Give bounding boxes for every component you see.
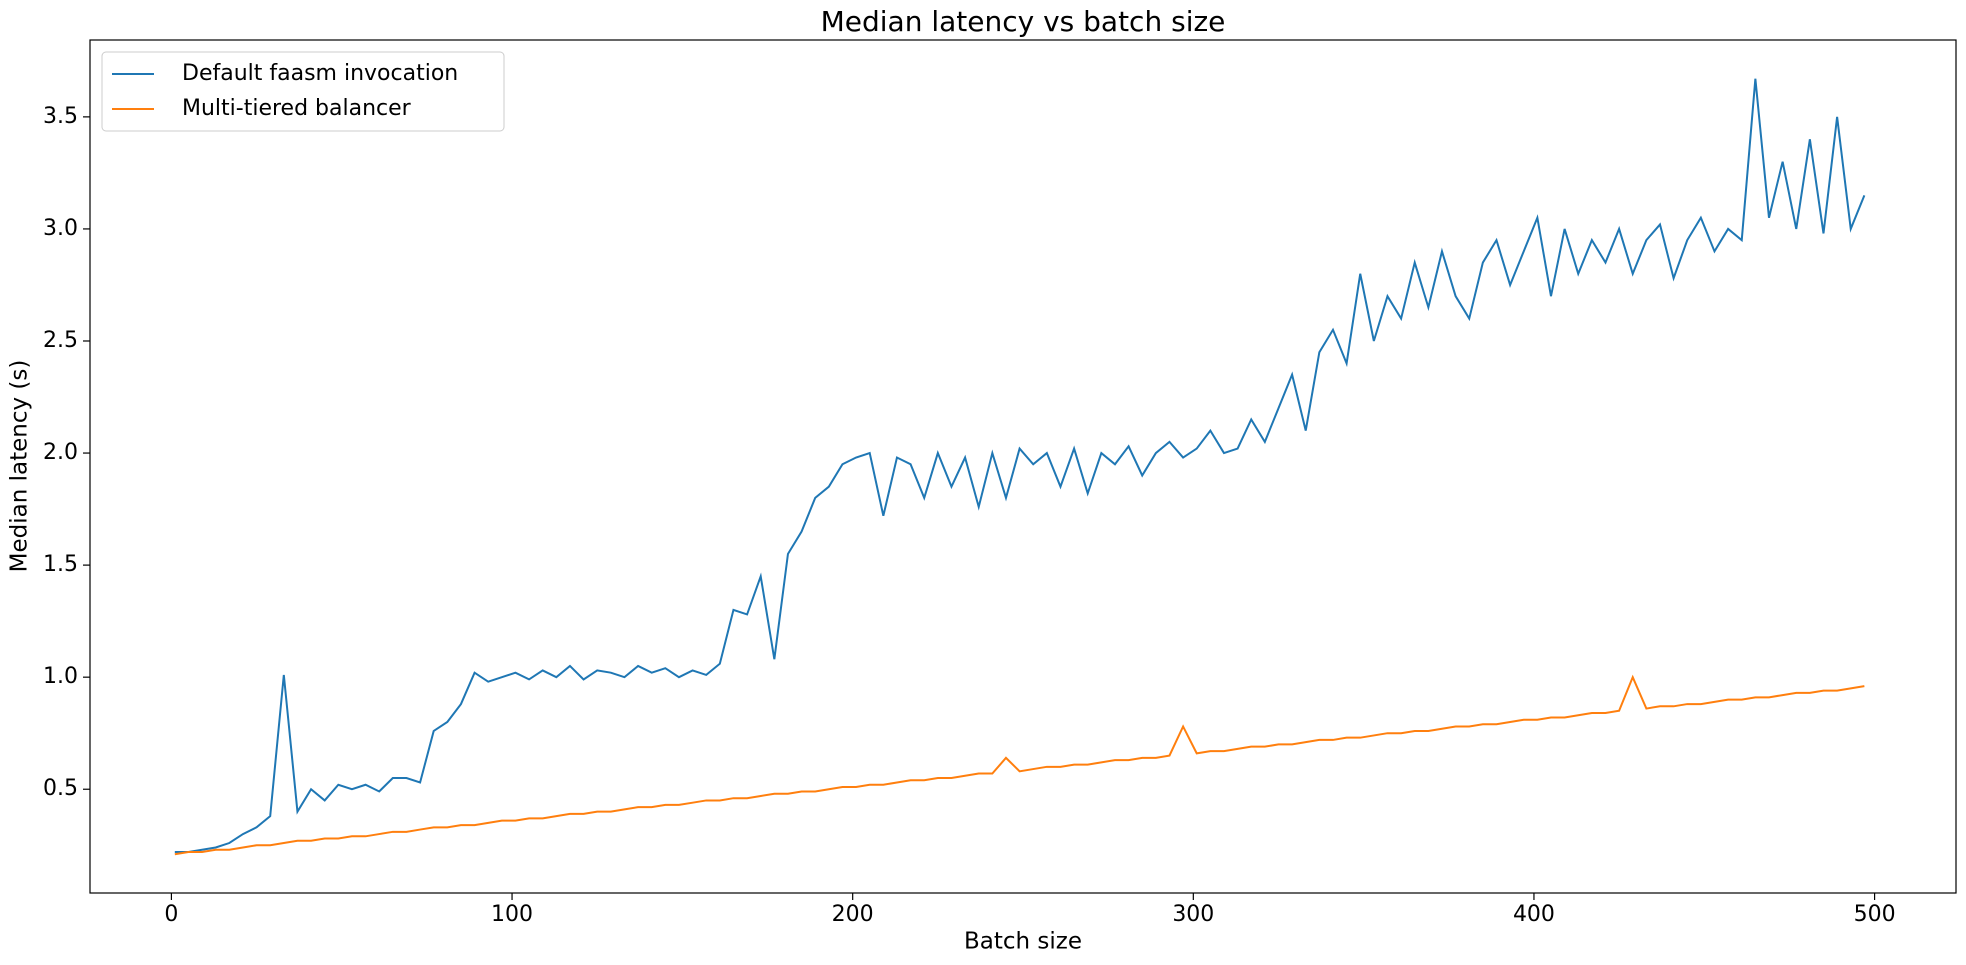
x-tick-label: 100 xyxy=(491,902,533,927)
x-tick-label: 200 xyxy=(832,902,874,927)
y-tick-label: 0.5 xyxy=(43,776,78,801)
data-line xyxy=(174,674,1865,856)
y-tick-label: 2.5 xyxy=(43,328,78,353)
x-axis-label: Batch size xyxy=(964,929,1082,955)
y-axis-label: Median latency (s) xyxy=(7,360,33,573)
y-tick-label: 3.0 xyxy=(43,216,78,241)
legend-label: Default faasm invocation xyxy=(182,61,458,86)
plot-frame xyxy=(89,39,1957,894)
x-tick-label: 400 xyxy=(1513,902,1555,927)
x-tick-label: 300 xyxy=(1172,902,1214,927)
legend-box xyxy=(101,51,505,132)
y-tick-label: 1.0 xyxy=(43,664,78,689)
chart-title: Median latency vs batch size xyxy=(821,5,1226,38)
y-tick-label: 3.5 xyxy=(43,104,78,129)
data-line xyxy=(174,78,1866,853)
x-tick-label: 0 xyxy=(164,902,178,927)
y-tick-label: 2.0 xyxy=(43,440,78,465)
x-tick-label: 500 xyxy=(1854,902,1896,927)
legend-label: Multi-tiered balancer xyxy=(182,96,412,121)
y-tick-label: 1.5 xyxy=(43,552,78,577)
